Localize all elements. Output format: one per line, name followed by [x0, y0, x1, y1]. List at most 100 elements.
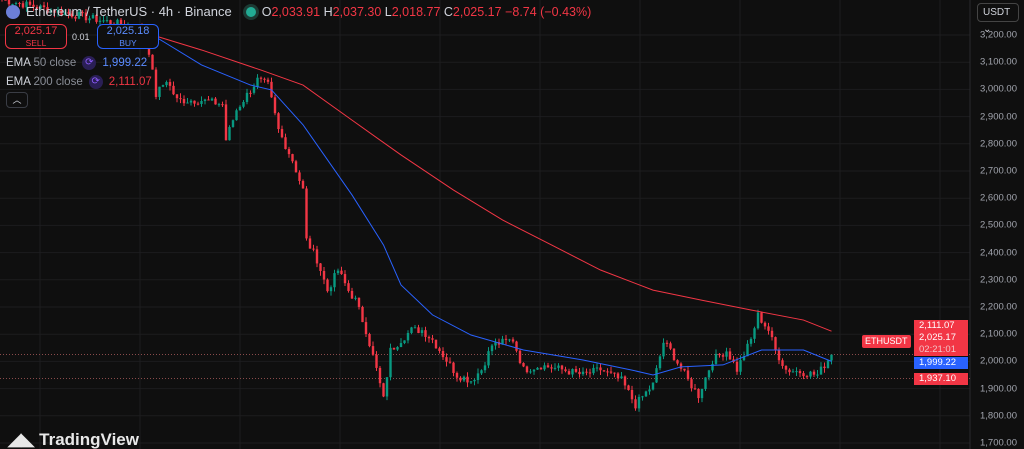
candle-body: [151, 54, 154, 70]
candle-body: [252, 86, 256, 93]
candle-body: [441, 351, 445, 358]
candle-body: [179, 98, 182, 100]
collapse-legend-button[interactable]: ︿: [6, 92, 28, 108]
candle-body: [616, 373, 620, 379]
candle-body: [319, 263, 322, 271]
candle-body: [42, 5, 46, 8]
candle-body: [158, 86, 161, 97]
candle-body: [95, 14, 98, 22]
candle-body: [490, 345, 494, 352]
ema200-price-label: 2,111.07: [914, 320, 968, 332]
candle-body: [476, 373, 480, 381]
candle-body: [651, 382, 655, 390]
market-status-icon: [245, 7, 256, 17]
candle-body: [774, 337, 777, 350]
candle-body: [200, 100, 203, 104]
candle-body: [595, 367, 599, 369]
buy-button[interactable]: 2,025.18 BUY: [97, 24, 159, 49]
candle-body: [515, 341, 518, 351]
tradingview-icon: ◢◣: [8, 430, 35, 449]
candle-body: [329, 287, 333, 292]
candle-body: [399, 343, 403, 348]
candle-body: [175, 94, 179, 99]
sell-button[interactable]: 2,025.17 SELL: [5, 24, 67, 49]
ema50-legend[interactable]: EMA 50 close ⟳ 1,999.22: [6, 56, 148, 70]
candle-body: [371, 346, 375, 355]
candle-body: [287, 149, 291, 155]
candle-body: [809, 371, 812, 377]
candle-body: [571, 369, 574, 375]
candle-body: [60, 9, 63, 15]
candle-body: [480, 370, 483, 374]
candle-body: [413, 327, 417, 329]
candle-body: [182, 99, 186, 104]
tradingview-logo[interactable]: ◢◣ TradingView: [8, 430, 139, 449]
candle-body: [459, 377, 462, 381]
candle-body: [487, 351, 490, 366]
candle-body: [74, 16, 77, 19]
candle-body: [700, 389, 704, 399]
candle-body: [154, 69, 158, 97]
candle-body: [249, 92, 252, 94]
candle-body: [109, 20, 112, 25]
candle-body: [301, 180, 305, 189]
candle-body: [690, 379, 693, 389]
candle-body: [672, 348, 676, 361]
candle-body: [816, 374, 819, 376]
candle-body: [84, 12, 88, 21]
candle-body: [676, 360, 679, 364]
candle-body: [116, 19, 119, 26]
candle-body: [578, 371, 581, 375]
candle-body: [462, 376, 466, 381]
candle-body: [221, 104, 224, 106]
candle-body: [193, 100, 196, 104]
candle-body: [518, 350, 522, 364]
loading-cycle-icon: ⟳: [82, 56, 97, 70]
candle-body: [623, 376, 627, 386]
y-tick-label: 3,000.00: [980, 83, 1017, 95]
candle-body: [784, 365, 788, 370]
candle-body: [28, 1, 32, 5]
candle-body: [168, 82, 172, 86]
candle-body: [392, 347, 396, 350]
candle-body: [735, 361, 739, 372]
candle-body: [424, 330, 427, 337]
candle-body: [417, 327, 420, 334]
candle-body: [697, 388, 700, 399]
candle-body: [798, 371, 802, 374]
candle-body: [760, 312, 763, 323]
last-price-label: 2,025.17: [914, 332, 968, 344]
candle-body: [546, 365, 550, 368]
candle-body: [224, 104, 228, 141]
candle-body: [763, 322, 767, 327]
candle-body: [431, 338, 434, 340]
candle-body: [161, 85, 165, 87]
candle-body: [756, 312, 760, 329]
candle-body: [648, 389, 651, 392]
candle-body: [77, 12, 81, 19]
candle-body: [658, 356, 662, 369]
candle-body: [119, 19, 123, 25]
symbol-tag: ETHUSDT: [862, 335, 911, 348]
candle-body: [312, 248, 315, 250]
trade-panel: 2,025.17 SELL 0.01 2,025.18 BUY: [0, 24, 170, 50]
candle-body: [207, 99, 210, 101]
ema200-line: [152, 34, 832, 332]
candle-body: [4, 0, 7, 1]
currency-select[interactable]: USDT ⌄: [977, 3, 1019, 35]
candle-body: [32, 4, 35, 7]
y-tick-label: 2,900.00: [980, 111, 1017, 123]
candle-body: [245, 92, 249, 102]
candle-body: [438, 348, 441, 352]
y-tick-label: 2,800.00: [980, 138, 1017, 150]
candle-body: [242, 101, 245, 107]
candle-body: [466, 376, 469, 383]
symbol-title[interactable]: Ethereum / TetherUS · 4h · Binance: [26, 4, 232, 19]
candle-body: [529, 371, 532, 373]
candle-body: [665, 342, 669, 344]
candle-body: [812, 371, 816, 375]
ema200-legend[interactable]: EMA 200 close ⟳ 2,111.07: [6, 75, 152, 89]
candle-body: [711, 363, 714, 371]
candle-body: [627, 385, 630, 390]
